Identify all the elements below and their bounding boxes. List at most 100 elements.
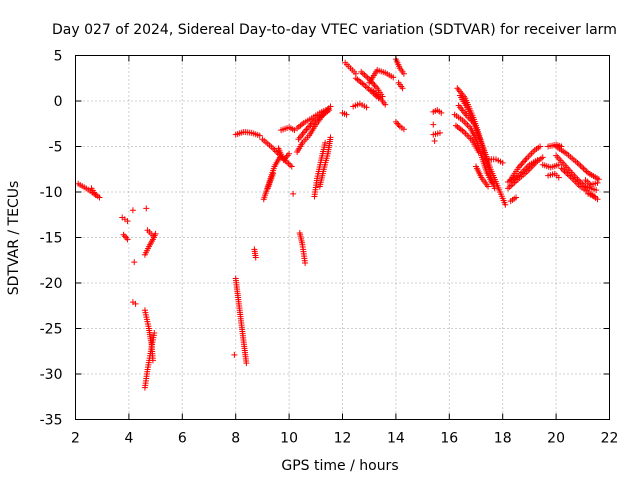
- y-tick-label: -10: [40, 185, 63, 201]
- data-point: [591, 193, 598, 200]
- data-point: [502, 201, 509, 208]
- data-point: [430, 121, 437, 128]
- data-point: [132, 300, 139, 307]
- data-point: [471, 120, 478, 127]
- x-tick-label: 20: [547, 431, 565, 447]
- data-point: [579, 164, 586, 171]
- y-tick-label: -35: [40, 413, 63, 429]
- data-point: [400, 70, 407, 77]
- data-point: [394, 120, 401, 127]
- data-point: [149, 232, 156, 239]
- chart-title: Day 027 of 2024, Sidereal Day-to-day VTE…: [52, 22, 617, 38]
- data-point: [327, 103, 334, 110]
- data-point: [124, 218, 131, 225]
- data-point: [151, 330, 158, 337]
- x-tick-label: 18: [494, 431, 512, 447]
- x-tick-label: 12: [334, 431, 352, 447]
- data-point: [580, 165, 587, 172]
- x-tick-label: 16: [440, 431, 458, 447]
- data-point: [593, 187, 600, 194]
- data-point: [522, 156, 529, 163]
- data-point: [124, 236, 131, 243]
- data-point: [537, 143, 544, 150]
- y-tick-label: 5: [54, 49, 63, 65]
- data-point: [577, 162, 584, 169]
- data-point: [290, 190, 297, 197]
- data-point: [485, 183, 492, 190]
- data-points: [75, 56, 602, 391]
- data-point: [302, 259, 309, 266]
- data-point: [519, 159, 526, 166]
- data-point: [517, 162, 524, 169]
- data-point: [286, 150, 293, 157]
- gridlines: [75, 55, 610, 420]
- data-point: [513, 194, 520, 201]
- x-tick-labels: 2 4 6 8 10 12 14 16 18 20 22: [71, 431, 618, 447]
- data-point: [491, 185, 498, 192]
- data-point: [123, 234, 130, 241]
- data-point: [475, 148, 482, 155]
- y-tick-label: -5: [49, 140, 63, 156]
- data-point: [582, 167, 589, 174]
- data-point: [595, 176, 602, 183]
- data-point: [322, 139, 329, 146]
- data-point: [92, 191, 99, 198]
- x-tick-label: 10: [280, 431, 298, 447]
- data-point: [252, 254, 259, 261]
- data-point: [371, 82, 378, 89]
- data-point: [390, 74, 397, 81]
- data-point: [539, 154, 546, 161]
- data-point: [518, 161, 525, 168]
- data-point: [327, 134, 334, 141]
- data-point: [399, 85, 406, 92]
- data-point: [392, 118, 399, 125]
- data-point: [120, 231, 127, 238]
- y-tick-label: -25: [40, 322, 63, 338]
- x-tick-label: 6: [178, 431, 187, 447]
- data-point: [131, 259, 138, 266]
- data-point: [284, 152, 291, 159]
- data-point: [499, 159, 506, 166]
- data-point: [555, 161, 562, 168]
- x-tick-label: 22: [601, 431, 619, 447]
- x-tick-label: 14: [387, 431, 405, 447]
- x-tick-label: 4: [124, 431, 133, 447]
- data-point: [307, 121, 314, 128]
- data-point: [343, 111, 350, 118]
- y-tick-label: 0: [54, 94, 63, 110]
- data-point: [288, 163, 295, 170]
- data-point: [143, 205, 150, 212]
- data-point: [521, 158, 528, 165]
- data-point: [382, 101, 389, 108]
- data-point: [400, 126, 407, 133]
- data-point: [594, 196, 601, 203]
- x-tick-label: 2: [71, 431, 80, 447]
- data-point: [534, 157, 541, 164]
- y-tick-label: -20: [40, 276, 63, 292]
- data-point: [231, 351, 238, 358]
- plot-frame: [75, 55, 610, 420]
- y-tick-labels: 5 0 -5 -10 -15 -20 -25 -30 -35: [40, 49, 63, 429]
- data-point: [129, 207, 136, 214]
- y-tick-label: -30: [40, 367, 63, 383]
- data-point: [243, 360, 250, 367]
- data-point: [395, 121, 402, 128]
- data-point: [575, 161, 582, 168]
- y-axis-label: SDTVAR / TECUs: [6, 181, 22, 296]
- data-point: [121, 233, 128, 240]
- data-point: [96, 194, 103, 201]
- data-point: [555, 174, 562, 181]
- data-point: [363, 104, 370, 111]
- x-axis-label: GPS time / hours: [281, 458, 398, 474]
- data-point: [326, 107, 333, 114]
- x-tick-label: 8: [231, 431, 240, 447]
- y-tick-label: -15: [40, 231, 63, 247]
- data-point: [431, 138, 438, 145]
- data-point: [438, 109, 445, 116]
- data-point: [594, 179, 601, 186]
- data-point: [489, 179, 496, 186]
- data-point: [436, 129, 443, 136]
- data-point: [256, 132, 263, 139]
- data-point: [270, 170, 277, 177]
